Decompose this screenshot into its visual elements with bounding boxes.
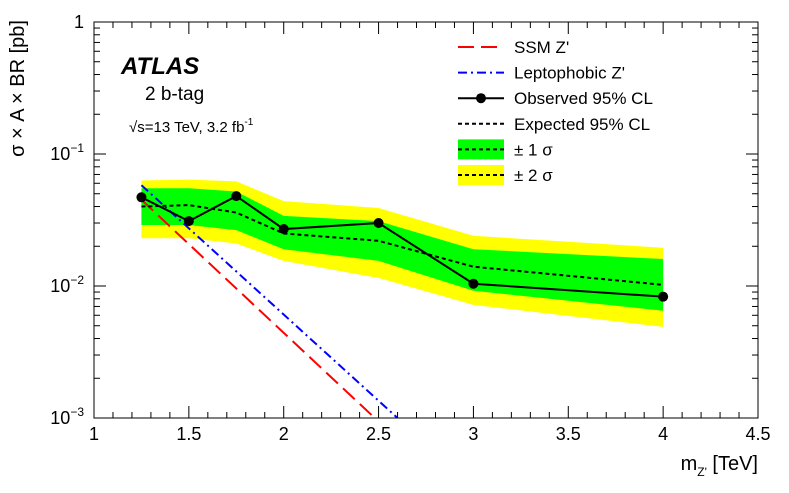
x-tick-label: 4: [658, 424, 668, 444]
y-axis-label: σ × A × BR [pb]: [7, 20, 29, 157]
y-tick-label: 1: [74, 12, 84, 32]
legend-marker: [476, 93, 486, 104]
experiment-label: ATLAS: [120, 53, 199, 80]
y-tick-base: 10: [50, 144, 70, 164]
y-tick-label: 10−3: [50, 405, 84, 428]
x-tick-label: 4.5: [745, 424, 770, 444]
legend-label-leptophobic-z: Leptophobic Z': [514, 64, 625, 83]
y-tick-base: 1: [74, 12, 84, 32]
y-tick-exponent: −3: [70, 405, 84, 419]
series-ssm-z: [140, 199, 376, 418]
x-tick-label: 2.5: [366, 424, 391, 444]
y-tick-base: 10: [50, 276, 70, 296]
sqrt-symbol: √: [129, 119, 138, 136]
observed-point: [658, 291, 669, 302]
band-1-sigma: [141, 188, 664, 311]
x-axis-label-subscript: Z': [697, 465, 707, 479]
x-tick-label: 3: [468, 424, 478, 444]
legend-label-1: ± 1 σ: [514, 140, 553, 159]
x-tick-label: 3.5: [556, 424, 581, 444]
legend-label-2: ± 2 σ: [514, 166, 553, 185]
plot-border: [93, 21, 759, 419]
observed-point: [136, 192, 147, 203]
energy-label: √s=13 TeV, 3.2 fb-1: [129, 117, 254, 136]
x-tick-label: 2: [279, 424, 289, 444]
observed-point: [278, 224, 289, 235]
x-tick-label: 1: [89, 424, 99, 444]
y-tick-exponent: −1: [70, 141, 84, 155]
legend: SSM Z' Leptophobic Z' Observed 95% CL Expec…: [458, 38, 653, 185]
observed-point: [468, 278, 479, 289]
x-axis-label-unit: [TeV]: [707, 453, 758, 475]
lumi-exponent: -1: [244, 117, 253, 128]
energy-text: s=13 TeV, 3.2 fb: [137, 119, 244, 136]
series-leptophobic-z: [140, 184, 399, 418]
y-tick-label: 10−1: [50, 141, 84, 164]
y-tick-base: 10: [50, 408, 70, 428]
series-lines: [136, 184, 669, 418]
category-label: 2 b-tag: [145, 84, 204, 105]
uncertainty-bands: [141, 179, 664, 327]
series-expected-95-cl: [141, 204, 664, 286]
legend-label-expected-95-cl: Expected 95% CL: [514, 115, 650, 134]
legend-label-observed-95-cl: Observed 95% CL: [514, 89, 653, 108]
y-tick-label: 10−2: [50, 273, 84, 296]
x-axis-label-main: m: [681, 453, 698, 475]
observed-point: [373, 218, 384, 229]
legend-label-ssm-z: SSM Z': [514, 38, 569, 57]
observed-point: [183, 216, 194, 227]
observed-point: [231, 191, 242, 202]
y-tick-exponent: −2: [70, 273, 84, 287]
x-axis-label: mZ' [TeV]: [681, 453, 758, 479]
x-tick-label: 1.5: [176, 424, 201, 444]
plot-frame: [93, 21, 759, 419]
